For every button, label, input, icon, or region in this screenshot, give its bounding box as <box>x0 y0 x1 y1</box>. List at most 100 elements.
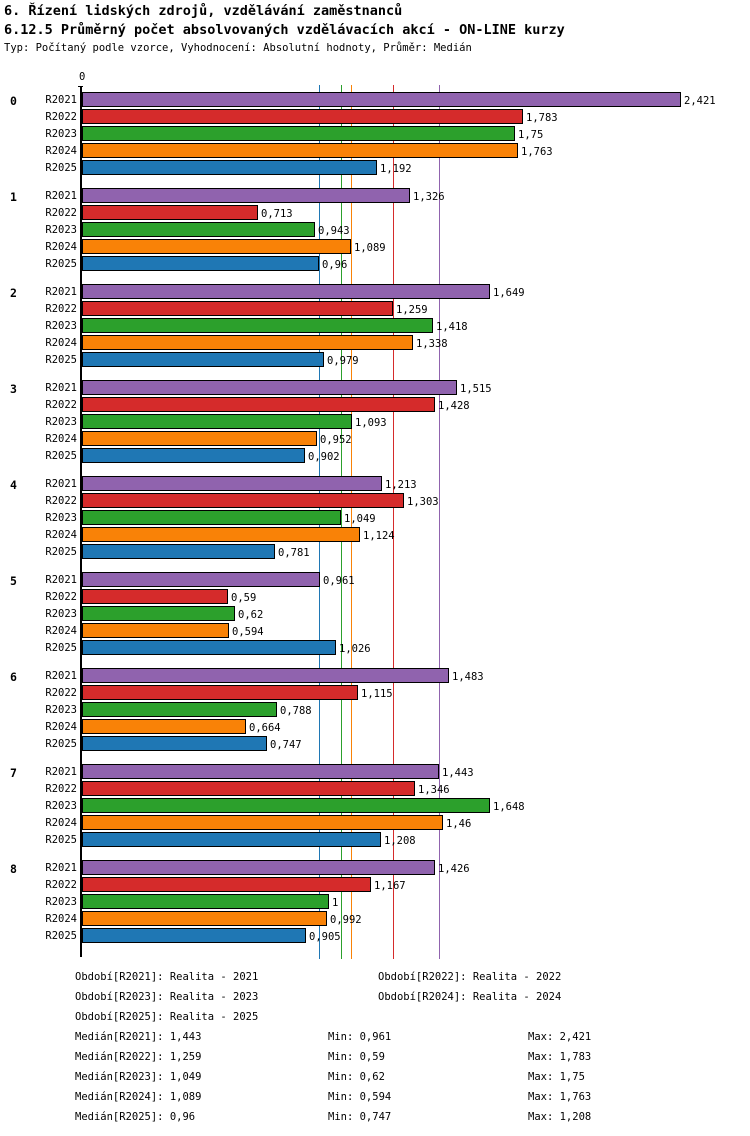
bar[interactable] <box>82 160 377 175</box>
bar[interactable] <box>82 623 229 638</box>
bar[interactable] <box>82 143 518 158</box>
bar-value-label: 0,664 <box>249 722 281 734</box>
bar-row-label: R2021 <box>45 478 77 490</box>
bar-value-label: 0,992 <box>330 914 362 926</box>
bar[interactable] <box>82 239 351 254</box>
bar-row-label: R2023 <box>45 224 77 236</box>
bar-row-label: R2025 <box>45 258 77 270</box>
bar-row-label: R2022 <box>45 399 77 411</box>
bar[interactable] <box>82 911 327 926</box>
group-label: 0 <box>10 94 17 108</box>
bar[interactable] <box>82 736 267 751</box>
bar[interactable] <box>82 414 352 429</box>
bar[interactable] <box>82 719 246 734</box>
bar[interactable] <box>82 815 443 830</box>
bar-value-label: 1,208 <box>384 835 416 847</box>
bar[interactable] <box>82 476 382 491</box>
bar[interactable] <box>82 894 329 909</box>
bar[interactable] <box>82 256 319 271</box>
bar-value-label: 0,594 <box>232 626 264 638</box>
bar-value-label: 1,75 <box>518 129 544 141</box>
bar-row-label: R2021 <box>45 670 77 682</box>
bar-row-label: R2022 <box>45 591 77 603</box>
bar[interactable] <box>82 798 490 813</box>
bar[interactable] <box>82 640 336 655</box>
bar-row-label: R2023 <box>45 320 77 332</box>
axis-zero-label: 0 <box>79 71 86 83</box>
bar[interactable] <box>82 126 515 141</box>
bar-row-label: R2023 <box>45 800 77 812</box>
bar[interactable] <box>82 928 306 943</box>
bar[interactable] <box>82 589 228 604</box>
bar-row-label: R2024 <box>45 913 77 925</box>
bar[interactable] <box>82 685 358 700</box>
bar-value-label: 1,026 <box>339 643 371 655</box>
bar-row-label: R2023 <box>45 416 77 428</box>
bar[interactable] <box>82 606 235 621</box>
bar-value-label: 1,115 <box>361 688 393 700</box>
bar-value-label: 0,59 <box>231 592 257 604</box>
bar-value-label: 1,428 <box>438 400 470 412</box>
bar[interactable] <box>82 188 410 203</box>
bar-value-label: 0,781 <box>278 547 310 559</box>
bar[interactable] <box>82 205 258 220</box>
bar-row-label: R2024 <box>45 241 77 253</box>
bar[interactable] <box>82 301 393 316</box>
legend-period-label: Období[R2025]: Realita - 2025 <box>75 1011 259 1023</box>
bar-row-label: R2025 <box>45 450 77 462</box>
bar[interactable] <box>82 431 317 446</box>
median-line-r2022 <box>393 85 394 959</box>
bar[interactable] <box>82 352 324 367</box>
bar[interactable] <box>82 284 490 299</box>
bar[interactable] <box>82 860 435 875</box>
bar-row-label: R2021 <box>45 766 77 778</box>
bar-row-label: R2023 <box>45 128 77 140</box>
bar-row-label: R2023 <box>45 608 77 620</box>
bar[interactable] <box>82 222 315 237</box>
bar-value-label: 0,747 <box>270 739 302 751</box>
bar[interactable] <box>82 544 275 559</box>
bar-value-label: 0,961 <box>323 575 355 587</box>
bar[interactable] <box>82 448 305 463</box>
bar-row-label: R2025 <box>45 834 77 846</box>
bar-value-label: 1,443 <box>442 767 474 779</box>
bar-row-label: R2022 <box>45 207 77 219</box>
bar-row-label: R2025 <box>45 546 77 558</box>
bar-row-label: R2021 <box>45 190 77 202</box>
bar-row-label: R2025 <box>45 162 77 174</box>
bar[interactable] <box>82 832 381 847</box>
bar-row-label: R2022 <box>45 111 77 123</box>
group-label: 2 <box>10 286 17 300</box>
bar[interactable] <box>82 702 277 717</box>
bar[interactable] <box>82 397 435 412</box>
bar[interactable] <box>82 510 341 525</box>
bar[interactable] <box>82 109 523 124</box>
bar-row-label: R2023 <box>45 512 77 524</box>
bar-value-label: 1,259 <box>396 304 428 316</box>
bar-row-label: R2021 <box>45 94 77 106</box>
legend-max-value: Max: 1,783 <box>528 1051 592 1063</box>
bar[interactable] <box>82 318 433 333</box>
bar[interactable] <box>82 380 457 395</box>
legend-period-label: Období[R2021]: Realita - 2021 <box>75 971 259 983</box>
bar-value-label: 1,338 <box>416 338 448 350</box>
bar[interactable] <box>82 572 320 587</box>
bar-row-label: R2021 <box>45 574 77 586</box>
bar[interactable] <box>82 493 404 508</box>
bar-value-label: 1,483 <box>452 671 484 683</box>
bar[interactable] <box>82 92 681 107</box>
legend-period-label: Období[R2023]: Realita - 2023 <box>75 991 259 1003</box>
bar[interactable] <box>82 527 360 542</box>
report-title: 6. Řízení lidských zdrojů, vzdělávání za… <box>4 3 403 19</box>
bar-value-label: 1,303 <box>407 496 439 508</box>
bar[interactable] <box>82 335 413 350</box>
bar[interactable] <box>82 781 415 796</box>
bar-row-label: R2024 <box>45 817 77 829</box>
chart-subtitle: Typ: Počítaný podle vzorce, Vyhodnocení:… <box>4 42 472 54</box>
bar[interactable] <box>82 877 371 892</box>
bar[interactable] <box>82 764 439 779</box>
bar-value-label: 1,124 <box>363 530 395 542</box>
bar[interactable] <box>82 668 449 683</box>
legend-min-value: Min: 0,961 <box>328 1031 392 1043</box>
